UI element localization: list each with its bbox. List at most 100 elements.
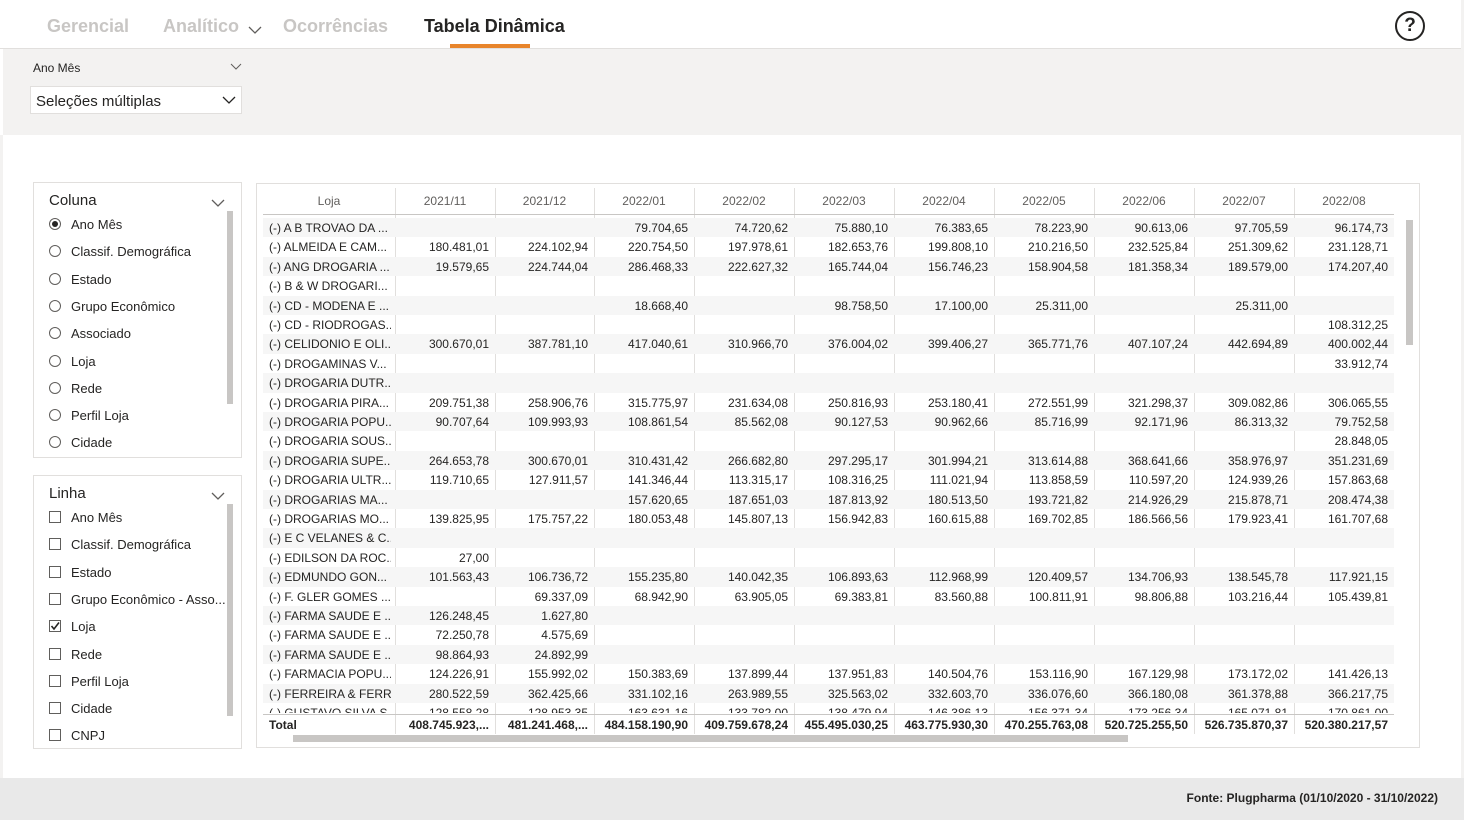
cell-value: 108.312,25 — [1327, 318, 1388, 332]
radio-option[interactable]: Classif. Demográfica — [49, 244, 224, 260]
column-header[interactable]: 2022/04 — [922, 194, 966, 208]
edge — [0, 135, 3, 780]
cell-value: 165.071,81 — [1227, 706, 1288, 713]
cell-value: 161.707,68 — [1327, 512, 1388, 526]
radio — [49, 327, 61, 340]
cell-value: 86.313,32 — [1234, 415, 1288, 429]
cell-value: 106.736,72 — [527, 570, 588, 585]
column-header[interactable]: 2021/11 — [423, 194, 467, 208]
checkbox-option[interactable]: Rede — [49, 647, 224, 663]
checkbox-option[interactable]: Loja — [49, 619, 224, 635]
cell-value: 351.231,69 — [1327, 453, 1388, 468]
radio-option[interactable]: Grupo Econômico — [49, 299, 224, 315]
row-label: (-) DROGARIA ULTR... — [269, 473, 391, 488]
row-label: (-) E C VELANES & C... — [269, 531, 391, 546]
checkbox-option[interactable]: Estado — [49, 565, 224, 581]
checkbox-option[interactable]: CNPJ — [49, 728, 224, 744]
row-label: (-) DROGARIA DUTR... — [269, 376, 391, 391]
row-band — [263, 450, 1394, 471]
cell-value: 150.383,69 — [627, 667, 688, 682]
cell-value: 74.720,62 — [734, 221, 788, 235]
cell-value: 163.631,16 — [627, 706, 688, 713]
column-header[interactable]: 2022/03 — [822, 194, 866, 208]
radio-option[interactable]: Associado — [49, 326, 224, 342]
cell-value: 167.129,98 — [1127, 667, 1188, 682]
cell-value: 170.861,00 — [1327, 706, 1388, 713]
cell-value: 103.216,44 — [1227, 589, 1288, 604]
column-header[interactable]: 2022/01 — [622, 194, 666, 208]
row-label: (-) GUSTAVO SILVA S... — [269, 706, 391, 713]
cell-value: 182.653,76 — [827, 240, 888, 255]
column-header[interactable]: 2022/08 — [1322, 194, 1366, 208]
cell-value: 153.116,90 — [1028, 667, 1088, 682]
checkbox-option[interactable]: Classif. Demográfica — [49, 537, 224, 553]
radio-option[interactable]: Loja — [49, 354, 224, 370]
column-header[interactable]: 2022/05 — [1022, 194, 1066, 208]
checkbox-option[interactable]: Grupo Econômico - Asso... — [49, 592, 226, 608]
nav-tab[interactable]: Gerencial — [47, 16, 130, 36]
checkbox-option[interactable]: Perfil Loja — [49, 674, 224, 690]
option-label: Loja — [71, 619, 96, 635]
nav-tab[interactable]: Ocorrências — [283, 16, 389, 36]
radio-option[interactable]: Perfil Loja — [49, 408, 224, 424]
row-label: (-) FARMA SAUDE E ... — [269, 628, 391, 643]
cell-value: 214.926,29 — [1127, 492, 1188, 507]
cell-value: 124.226,91 — [428, 667, 489, 682]
column-header[interactable]: 2022/06 — [1122, 194, 1166, 208]
cell-value: 98.758,50 — [834, 298, 888, 313]
v-scrollbar[interactable] — [1406, 220, 1413, 345]
cell-value: 157.863,68 — [1327, 473, 1388, 488]
row-label: (-) FARMA SAUDE E ... — [269, 647, 391, 662]
cell-value: 208.474,38 — [1327, 492, 1388, 507]
row-label: (-) CD - RIODROGAS... — [269, 318, 391, 332]
total-value: 408.745.923,... — [408, 718, 489, 732]
filter-collapse[interactable] — [230, 63, 242, 71]
nav-tab[interactable]: Analítico — [163, 16, 240, 36]
cell-value: 332.603,70 — [927, 686, 988, 701]
cell-value: 222.627,32 — [727, 259, 788, 274]
footer-source: Fonte: Plugpharma (01/10/2020 - 31/10/20… — [1186, 791, 1438, 805]
row-label: (-) DROGAMINAS V... — [269, 356, 387, 371]
radio-option[interactable]: Estado — [49, 272, 224, 288]
cell-value: 156.746,23 — [927, 259, 988, 274]
filter-dropdown[interactable] — [30, 86, 242, 114]
row-label: (-) EDILSON DA ROC... — [269, 550, 391, 565]
checkbox-option[interactable]: Ano Mês — [49, 510, 224, 526]
row-label: (-) CD - MODENA E ... — [269, 298, 389, 313]
cell-value: 362.425,66 — [527, 686, 588, 701]
cell-value: 165.744,04 — [827, 259, 888, 274]
cell-value: 134.706,93 — [1127, 570, 1188, 585]
option-label: Perfil Loja — [71, 673, 129, 689]
row-band — [263, 489, 1394, 509]
radio — [49, 245, 61, 258]
nav-tab[interactable]: Tabela Dinâmica — [424, 16, 565, 36]
cell-value: 175.757,22 — [527, 512, 588, 526]
cell-value: 90.613,06 — [1134, 221, 1188, 235]
cell-value: 179.923,41 — [1227, 512, 1288, 526]
cell-value: 250.816,93 — [827, 395, 888, 410]
cell-value: 325.563,02 — [827, 686, 888, 701]
help-button[interactable]: ? — [1395, 11, 1425, 41]
checkbox-option[interactable]: Cidade — [49, 701, 224, 717]
h-scrollbar[interactable] — [293, 735, 1128, 742]
column-header[interactable]: 2022/07 — [1222, 194, 1266, 208]
cell-value: 127.911,57 — [528, 473, 588, 488]
cell-value: 209.751,38 — [428, 395, 489, 410]
cell-value: 407.107,24 — [1127, 337, 1188, 352]
cell-value: 140.504,76 — [927, 667, 988, 682]
radio-option[interactable]: Ano Mês — [49, 217, 224, 233]
column-header[interactable]: Loja — [317, 194, 341, 208]
cell-value: 169.702,85 — [1027, 512, 1088, 526]
cell-value: 75.880,10 — [834, 221, 888, 235]
radio-option[interactable]: Rede — [49, 381, 224, 397]
radio-option[interactable]: Cidade — [49, 435, 224, 451]
column-header[interactable]: 2021/12 — [522, 194, 567, 208]
row-label: (-) DROGARIAS MO... — [269, 512, 389, 526]
cell-value: 68.942,90 — [634, 589, 688, 604]
column-header[interactable]: 2022/02 — [722, 194, 766, 208]
checkbox — [49, 511, 61, 523]
cell-value: 101.563,43 — [428, 570, 489, 585]
cell-value: 156.371,34 — [1027, 706, 1088, 713]
cell-value: 100.811,91 — [1028, 589, 1088, 604]
